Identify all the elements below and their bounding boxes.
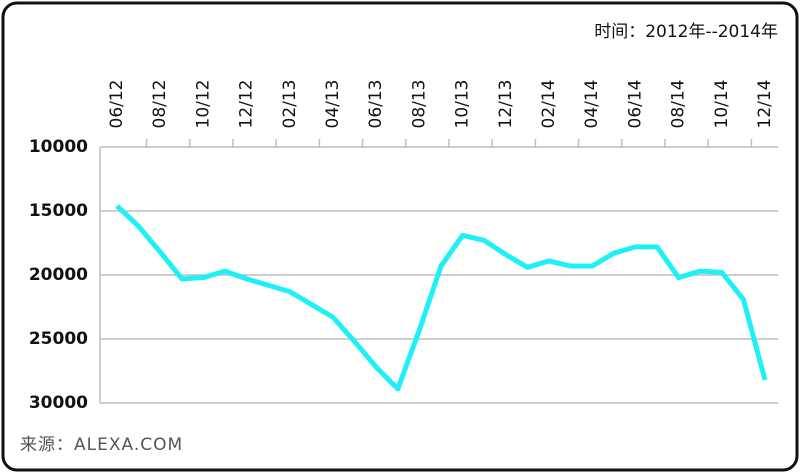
x-tick-label: 12/14	[755, 80, 775, 129]
x-tick-label: 08/13	[409, 80, 429, 129]
x-tick-label: 08/12	[150, 80, 170, 129]
y-tick-label: 30000	[29, 393, 88, 413]
source-note: 来源：ALEXA.COM	[20, 435, 183, 455]
x-tick-label: 02/14	[539, 80, 559, 129]
x-tick-label: 10/13	[453, 80, 473, 129]
y-tick-label: 10000	[29, 137, 88, 157]
x-tick-label: 10/14	[712, 80, 732, 129]
y-tick-label: 25000	[29, 329, 88, 349]
x-tick-label: 04/13	[323, 80, 343, 129]
x-tick-label: 04/14	[582, 80, 602, 129]
x-tick-label: 08/14	[669, 80, 689, 129]
time-note: 时间：2012年--2014年	[594, 22, 778, 42]
x-tick-label: 06/14	[625, 80, 645, 129]
x-tick-label: 12/13	[496, 80, 516, 129]
line	[115, 204, 768, 392]
x-tick-label: 06/12	[107, 80, 127, 129]
x-tick-label: 10/12	[193, 80, 213, 129]
x-tick-label: 12/12	[237, 80, 257, 129]
x-tick-label: 06/13	[366, 80, 386, 129]
x-tick-label: 02/13	[280, 80, 300, 129]
y-tick-label: 20000	[29, 265, 88, 285]
y-tick-label: 15000	[29, 201, 88, 221]
